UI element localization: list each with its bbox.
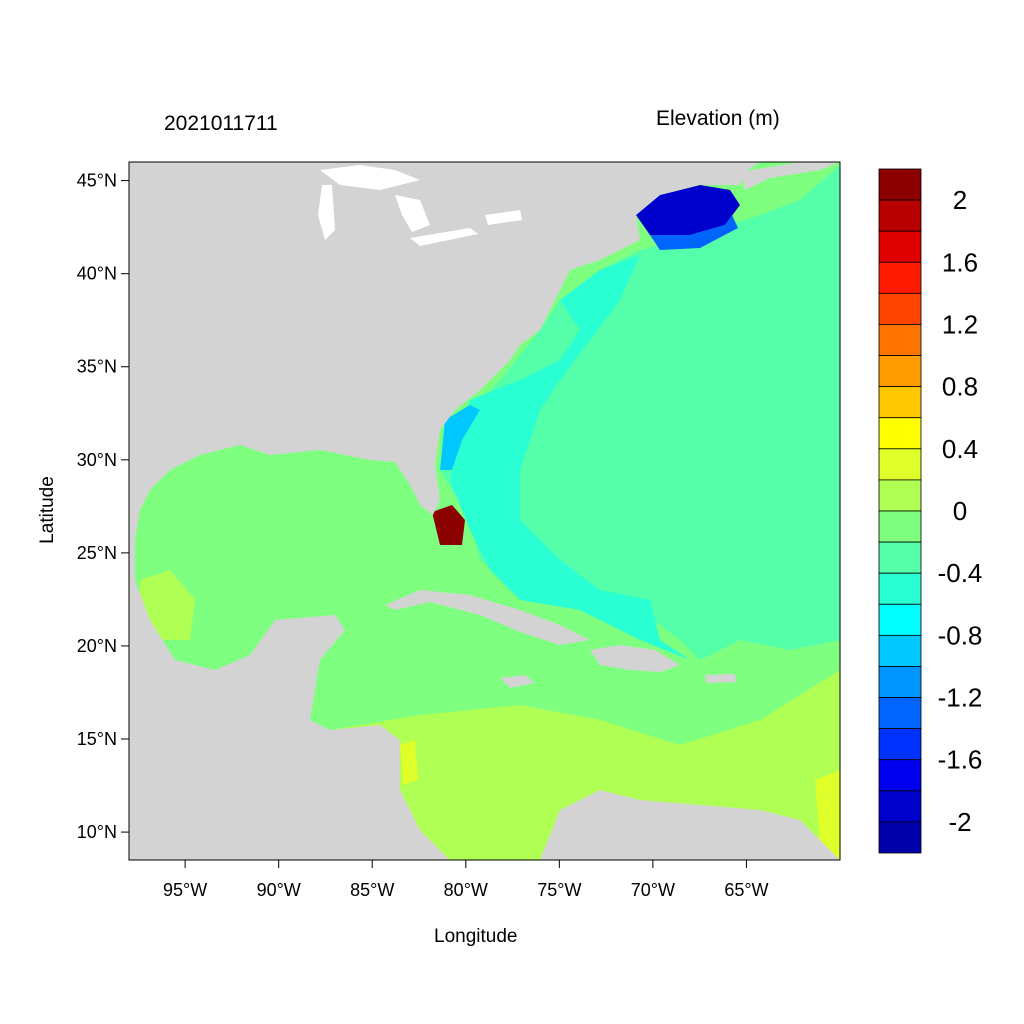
colorbar-swatch	[878, 821, 922, 854]
central-america-yellow-patch	[400, 740, 418, 785]
hispaniola-land	[590, 645, 680, 672]
lake-michigan	[318, 185, 335, 240]
colorbar-label: 0.4	[942, 434, 978, 464]
colorbar-label: 0	[953, 496, 967, 526]
colorbar-swatch	[878, 510, 922, 543]
x-tick-label: 95°W	[163, 880, 207, 900]
florida-surge	[432, 505, 465, 545]
cuba-land	[385, 590, 590, 645]
y-tick-label: 15°N	[77, 729, 117, 749]
colorbar-swatch	[878, 261, 922, 294]
colorbar-swatch	[878, 759, 922, 792]
colorbar-swatch	[878, 417, 922, 450]
colorbar	[878, 168, 922, 854]
colorbar-swatch	[878, 199, 922, 232]
gulf-of-maine-blue-edge	[650, 215, 738, 250]
plot-frame	[128, 161, 841, 861]
colorbar-label: 1.6	[942, 247, 978, 277]
colorbar-swatch	[878, 666, 922, 698]
colorbar-swatch	[878, 634, 922, 667]
nova-scotia-land	[740, 162, 840, 190]
colorbar-swatch	[878, 386, 922, 419]
colorbar-swatch	[878, 728, 922, 761]
map-area	[129, 162, 840, 860]
lake-erie	[410, 228, 478, 246]
y-axis-ticks: 45°N 40°N 35°N 30°N 25°N 20°N 15°N 10°N	[77, 171, 129, 842]
atlantic-negative-region	[440, 165, 840, 660]
colorbar-swatch	[878, 292, 922, 325]
puerto-rico-land	[705, 674, 736, 683]
colorbar-swatch	[878, 572, 922, 605]
colorbar-label: 0.8	[942, 372, 978, 402]
x-axis-ticks: 95°W 90°W 85°W 80°W 75°W 70°W 65°W	[163, 860, 769, 900]
jamaica-land	[500, 675, 535, 688]
y-tick-label: 25°N	[77, 543, 117, 563]
colorbar-swatch	[878, 479, 922, 512]
colorbar-label: -2	[948, 807, 971, 837]
x-tick-label: 70°W	[631, 880, 675, 900]
x-axis-label: Longitude	[434, 926, 518, 947]
colorbar-label: -1.6	[938, 745, 983, 775]
date-title: 2021011711	[164, 112, 278, 135]
x-tick-label: 80°W	[444, 880, 488, 900]
colorbar-swatch	[878, 355, 922, 388]
colorbar-label: -0.4	[938, 558, 983, 588]
atlantic-coastal-band	[450, 255, 690, 660]
y-tick-label: 10°N	[77, 822, 117, 842]
lake-huron	[395, 195, 430, 232]
colorbar-swatch	[878, 603, 922, 636]
eastern-yellow-patch	[815, 770, 840, 860]
colorbar-label: -0.8	[938, 620, 983, 650]
colorbar-swatch	[878, 541, 922, 574]
x-tick-label: 85°W	[350, 880, 394, 900]
south-america-land	[540, 790, 840, 860]
colorbar-label: 2	[953, 185, 967, 215]
carolina-coast-blue	[440, 405, 480, 470]
y-tick-label: 20°N	[77, 636, 117, 656]
colorbar-label: -1.2	[938, 683, 983, 713]
colorbar-swatch	[878, 697, 922, 730]
colorbar-swatch	[878, 324, 922, 356]
x-tick-label: 75°W	[537, 880, 581, 900]
lake-superior	[320, 165, 420, 190]
gulf-of-maine-deep-blue	[636, 185, 740, 235]
lake-ontario	[485, 210, 522, 225]
colorbar-labels: 2 1.6 1.2 0.8 0.4 0 -0.4 -0.8 -1.2 -1.6 -2	[938, 185, 983, 837]
variable-title: Elevation (m)	[656, 107, 780, 130]
y-tick-label: 45°N	[77, 171, 117, 191]
y-tick-label: 35°N	[77, 357, 117, 377]
x-tick-label: 90°W	[257, 880, 301, 900]
y-tick-label: 40°N	[77, 264, 117, 284]
colorbar-swatch	[878, 168, 922, 201]
y-tick-label: 30°N	[77, 450, 117, 470]
colorbar-swatch	[878, 790, 922, 823]
colorbar-swatch	[878, 230, 922, 263]
north-america-land	[129, 162, 760, 860]
gulf-western-lime	[140, 570, 195, 640]
x-tick-label: 65°W	[724, 880, 768, 900]
colorbar-swatch	[878, 448, 922, 481]
colorbar-label: 1.2	[942, 309, 978, 339]
